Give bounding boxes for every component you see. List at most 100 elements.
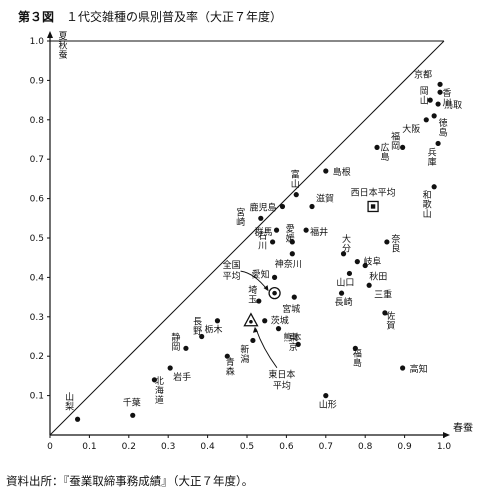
data-point bbox=[338, 290, 345, 296]
point-label: 鳥取 bbox=[444, 99, 462, 111]
data-point bbox=[262, 318, 268, 324]
point-label: 山口 bbox=[336, 277, 354, 288]
x-tick-label: 0.9 bbox=[397, 442, 412, 452]
average-label: 全国平均 bbox=[223, 259, 241, 282]
point-label: 福島 bbox=[353, 347, 362, 369]
figure-title: 第３図 １代交雑種の県別普及率（大正７年度） bbox=[18, 8, 282, 25]
data-point bbox=[366, 282, 372, 288]
point-label: 岩手 bbox=[173, 371, 191, 383]
x-tick-label: 0 bbox=[47, 442, 53, 452]
point-label: 北海道 bbox=[155, 376, 164, 406]
point-label: 奈良 bbox=[391, 233, 400, 255]
data-point bbox=[214, 318, 221, 324]
x-tick-label: 0.6 bbox=[279, 442, 294, 452]
x-axis-arrow bbox=[443, 432, 450, 438]
y-tick-label: 0.4 bbox=[30, 273, 45, 283]
x-tick-label: 0.7 bbox=[319, 442, 333, 452]
data-point bbox=[431, 113, 437, 119]
x-tick-label: 1.0 bbox=[437, 442, 452, 452]
data-point bbox=[199, 333, 205, 340]
data-point bbox=[323, 168, 329, 174]
average-label: 西日本平均 bbox=[351, 186, 396, 198]
y-tick-label: 0.6 bbox=[30, 195, 45, 205]
point-label: 香川 bbox=[443, 88, 452, 109]
point-label: 愛媛 bbox=[286, 223, 295, 245]
point-label: 群馬 bbox=[255, 226, 273, 238]
data-point bbox=[323, 393, 329, 399]
data-point bbox=[346, 270, 353, 277]
chart-ticks: 0 0.1 0.2 0.3 0.4 0.5 0.6 0.7 0.8 0.9 1.0 0.1 0.2 0.3… bbox=[30, 37, 452, 452]
data-point bbox=[435, 140, 441, 147]
point-label: 神奈川 bbox=[275, 258, 302, 270]
data-point bbox=[151, 377, 158, 383]
x-tick-label: 0.1 bbox=[82, 442, 96, 452]
data-point bbox=[295, 341, 301, 347]
x-tick-label: 0.4 bbox=[200, 442, 215, 452]
point-label: 新潟 bbox=[240, 343, 249, 365]
average-label: 東日本平均 bbox=[268, 369, 295, 392]
data-point bbox=[423, 117, 429, 123]
average-marker-triangle-core bbox=[249, 319, 253, 324]
point-label: 兵庫 bbox=[428, 146, 437, 168]
x-tick-label: 0.3 bbox=[161, 442, 175, 452]
point-label: 富山 bbox=[291, 169, 300, 191]
data-point bbox=[74, 416, 81, 422]
data-point bbox=[382, 310, 388, 316]
point-label: 栃木 bbox=[204, 324, 222, 336]
point-label: 東京 bbox=[289, 331, 298, 353]
data-point bbox=[130, 412, 136, 418]
point-label: 鹿児島 bbox=[249, 201, 276, 213]
data-point bbox=[279, 203, 286, 210]
data-point bbox=[271, 274, 278, 280]
point-label: 福井 bbox=[310, 226, 328, 238]
data-point bbox=[167, 365, 173, 371]
point-label: 大分 bbox=[342, 233, 351, 255]
chart-axes: 春蚕 夏秋蚕 bbox=[47, 31, 473, 438]
x-axis-label: 春蚕 bbox=[453, 422, 473, 434]
average-marker-circle-core bbox=[272, 290, 277, 296]
point-label: 青森 bbox=[226, 356, 235, 378]
y-tick-label: 0.9 bbox=[30, 76, 45, 86]
data-point bbox=[183, 345, 189, 351]
figure-title-text: １代交雑種の県別普及率（大正７年度） bbox=[66, 10, 283, 24]
scatter-chart: 春蚕 夏秋蚕 0 0.1 0.2 0.3 0.4 0.5 0.6 0.7 0.8 0.9 1.0 0.1… bbox=[30, 31, 473, 452]
y-tick-label: 0.2 bbox=[30, 352, 44, 362]
point-label: 岡山 bbox=[420, 86, 429, 107]
data-point bbox=[400, 365, 406, 371]
point-label: 山梨 bbox=[65, 392, 74, 413]
data-point bbox=[289, 239, 295, 245]
x-tick-label: 0.5 bbox=[240, 442, 254, 452]
data-point bbox=[250, 337, 256, 344]
data-point bbox=[270, 239, 276, 245]
point-label: 徳島 bbox=[439, 117, 448, 139]
data-point bbox=[309, 203, 315, 210]
data-point bbox=[258, 215, 264, 221]
point-label: 京都 bbox=[414, 68, 432, 80]
point-label: 島根 bbox=[333, 166, 351, 178]
data-point bbox=[437, 81, 443, 87]
data-point bbox=[256, 298, 262, 304]
data-point bbox=[354, 259, 360, 265]
y-tick-label: 0.3 bbox=[30, 313, 44, 323]
data-point bbox=[293, 192, 299, 198]
point-label: 高知 bbox=[410, 363, 428, 375]
y-tick-label: 0.8 bbox=[30, 116, 45, 126]
point-label: 長野 bbox=[193, 317, 202, 338]
data-point bbox=[352, 345, 358, 351]
average-pointer-line bbox=[255, 328, 278, 369]
point-label: 熊本 bbox=[284, 332, 302, 344]
point-label: 静岡 bbox=[171, 331, 180, 353]
average-marker-square-core bbox=[370, 204, 376, 209]
y-axis-arrow bbox=[47, 31, 53, 38]
point-label: 茨城 bbox=[271, 315, 289, 327]
data-point bbox=[289, 251, 295, 257]
average-pointer-arrow bbox=[252, 326, 258, 333]
point-label: 愛知 bbox=[252, 268, 270, 280]
point-label: 秋田 bbox=[369, 271, 387, 283]
data-point bbox=[340, 251, 347, 257]
point-label: 福岡 bbox=[391, 130, 400, 152]
figure-number: 第３図 bbox=[18, 10, 55, 24]
average-marker-triangle bbox=[243, 312, 259, 327]
diagonal-line bbox=[49, 40, 445, 436]
